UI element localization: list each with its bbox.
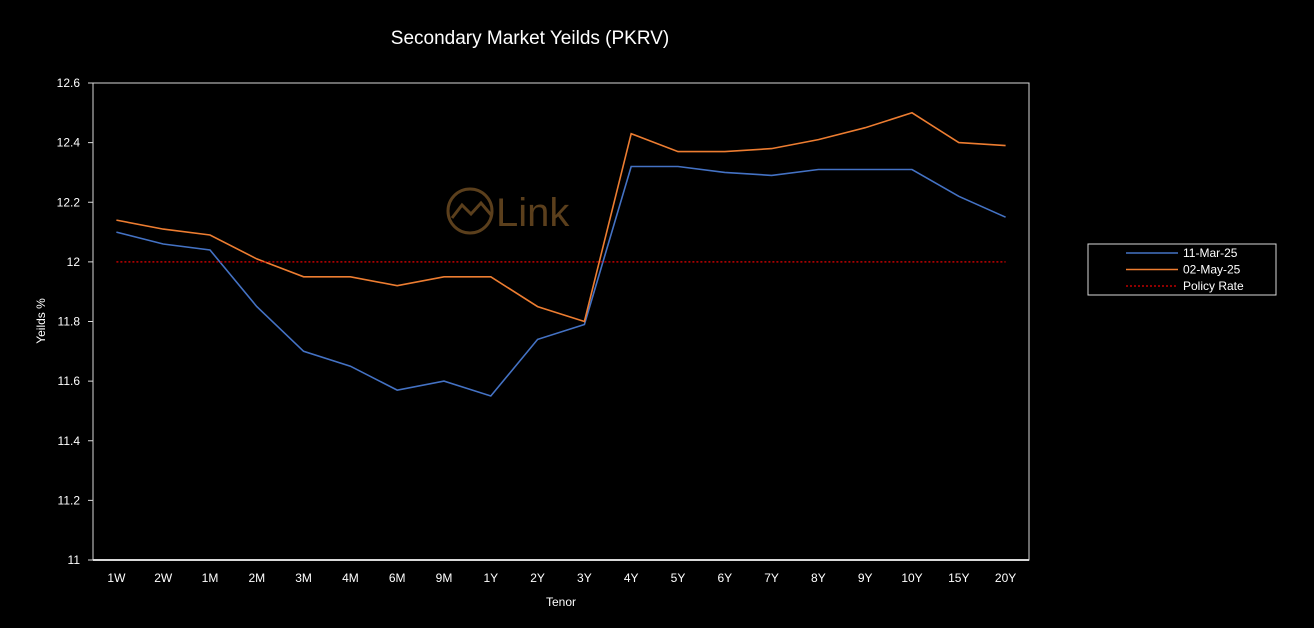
x-tick-label: 8Y [811,571,826,585]
x-tick-label: 3Y [577,571,592,585]
watermark-text: Link [496,191,570,235]
chart-circle-logo-icon [446,187,494,235]
legend-label: 02-May-25 [1183,263,1241,277]
x-tick-label: 6Y [717,571,732,585]
legend-label: Policy Rate [1183,279,1244,293]
x-tick-label: 15Y [948,571,969,585]
x-tick-label: 9Y [858,571,873,585]
x-tick-label: 1W [107,571,126,585]
x-tick-label: 2Y [530,571,545,585]
x-tick-label: 4Y [624,571,639,585]
y-tick-label: 12.4 [57,136,81,150]
x-tick-label: 4M [342,571,359,585]
y-tick-label: 12.6 [57,76,81,90]
x-tick-label: 6M [389,571,406,585]
series-lines [116,111,1006,397]
x-tick-label: 1Y [483,571,498,585]
x-axis-ticks: 1W 2W 1M 2M 3M 4M 6M 9M 1Y 2Y 3Y 4Y 5Y 6Y 7Y 8Y 9Y 10Y 15Y… [93,559,1029,585]
legend-box [1087,243,1277,296]
series-line-11-mar-25 [116,165,1006,397]
x-axis-title: Tenor [546,595,576,609]
watermark: Link [446,187,570,235]
x-tick-label: 9M [436,571,453,585]
legend: 11-Mar-25 02-May-25 Policy Rate [1087,243,1277,296]
x-tick-label: 1M [202,571,219,585]
x-tick-label: 2M [248,571,265,585]
x-tick-label: 2W [154,571,173,585]
legend-label: 11-Mar-25 [1183,246,1238,260]
y-tick-label: 11.4 [58,434,81,448]
y-tick-label: 11.6 [58,374,81,388]
x-tick-label: 7Y [764,571,779,585]
y-tick-label: 12.2 [57,195,81,209]
y-tick-label: 11.2 [58,493,81,507]
y-tick-label: 12 [67,255,81,269]
y-axis-title: Yeilds % [34,298,48,344]
y-axis-ticks: 11 11.2 11.4 11.6 11.8 12 12.2 12.4 12.6 [57,76,94,567]
y-tick-label: 11 [68,553,81,567]
x-tick-label: 10Y [901,571,922,585]
y-tick-label: 11.8 [58,315,81,329]
chart-title: Secondary Market Yeilds (PKRV) [391,28,669,49]
x-tick-label: 3M [295,571,312,585]
x-tick-label: 20Y [995,571,1016,585]
plot-frame [92,82,1030,561]
x-tick-label: 5Y [671,571,686,585]
